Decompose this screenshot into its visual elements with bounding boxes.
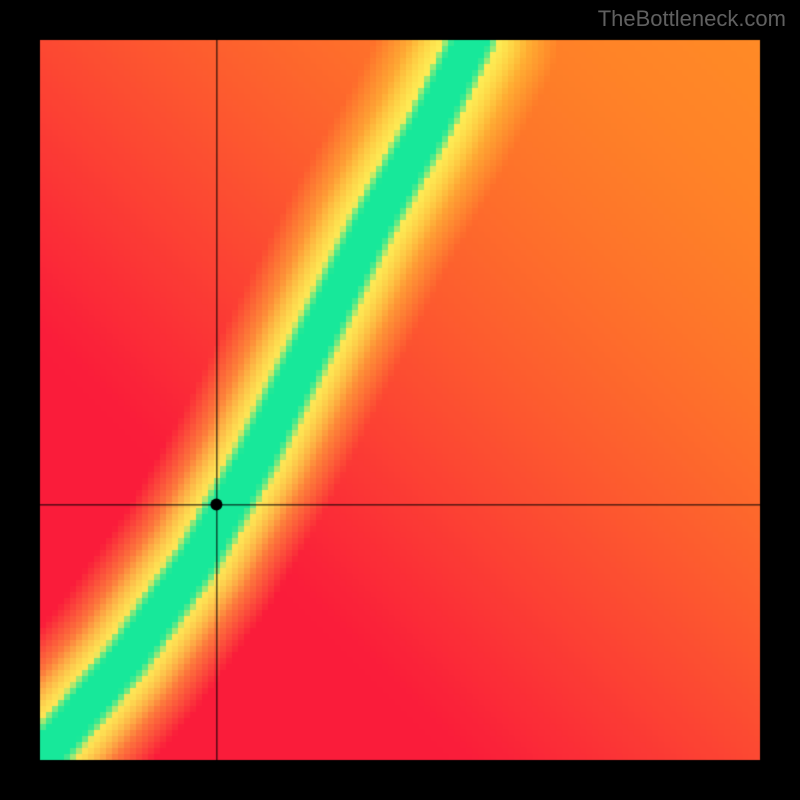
heatmap-canvas (0, 0, 800, 800)
chart-container: TheBottleneck.com (0, 0, 800, 800)
watermark-text: TheBottleneck.com (598, 6, 786, 32)
